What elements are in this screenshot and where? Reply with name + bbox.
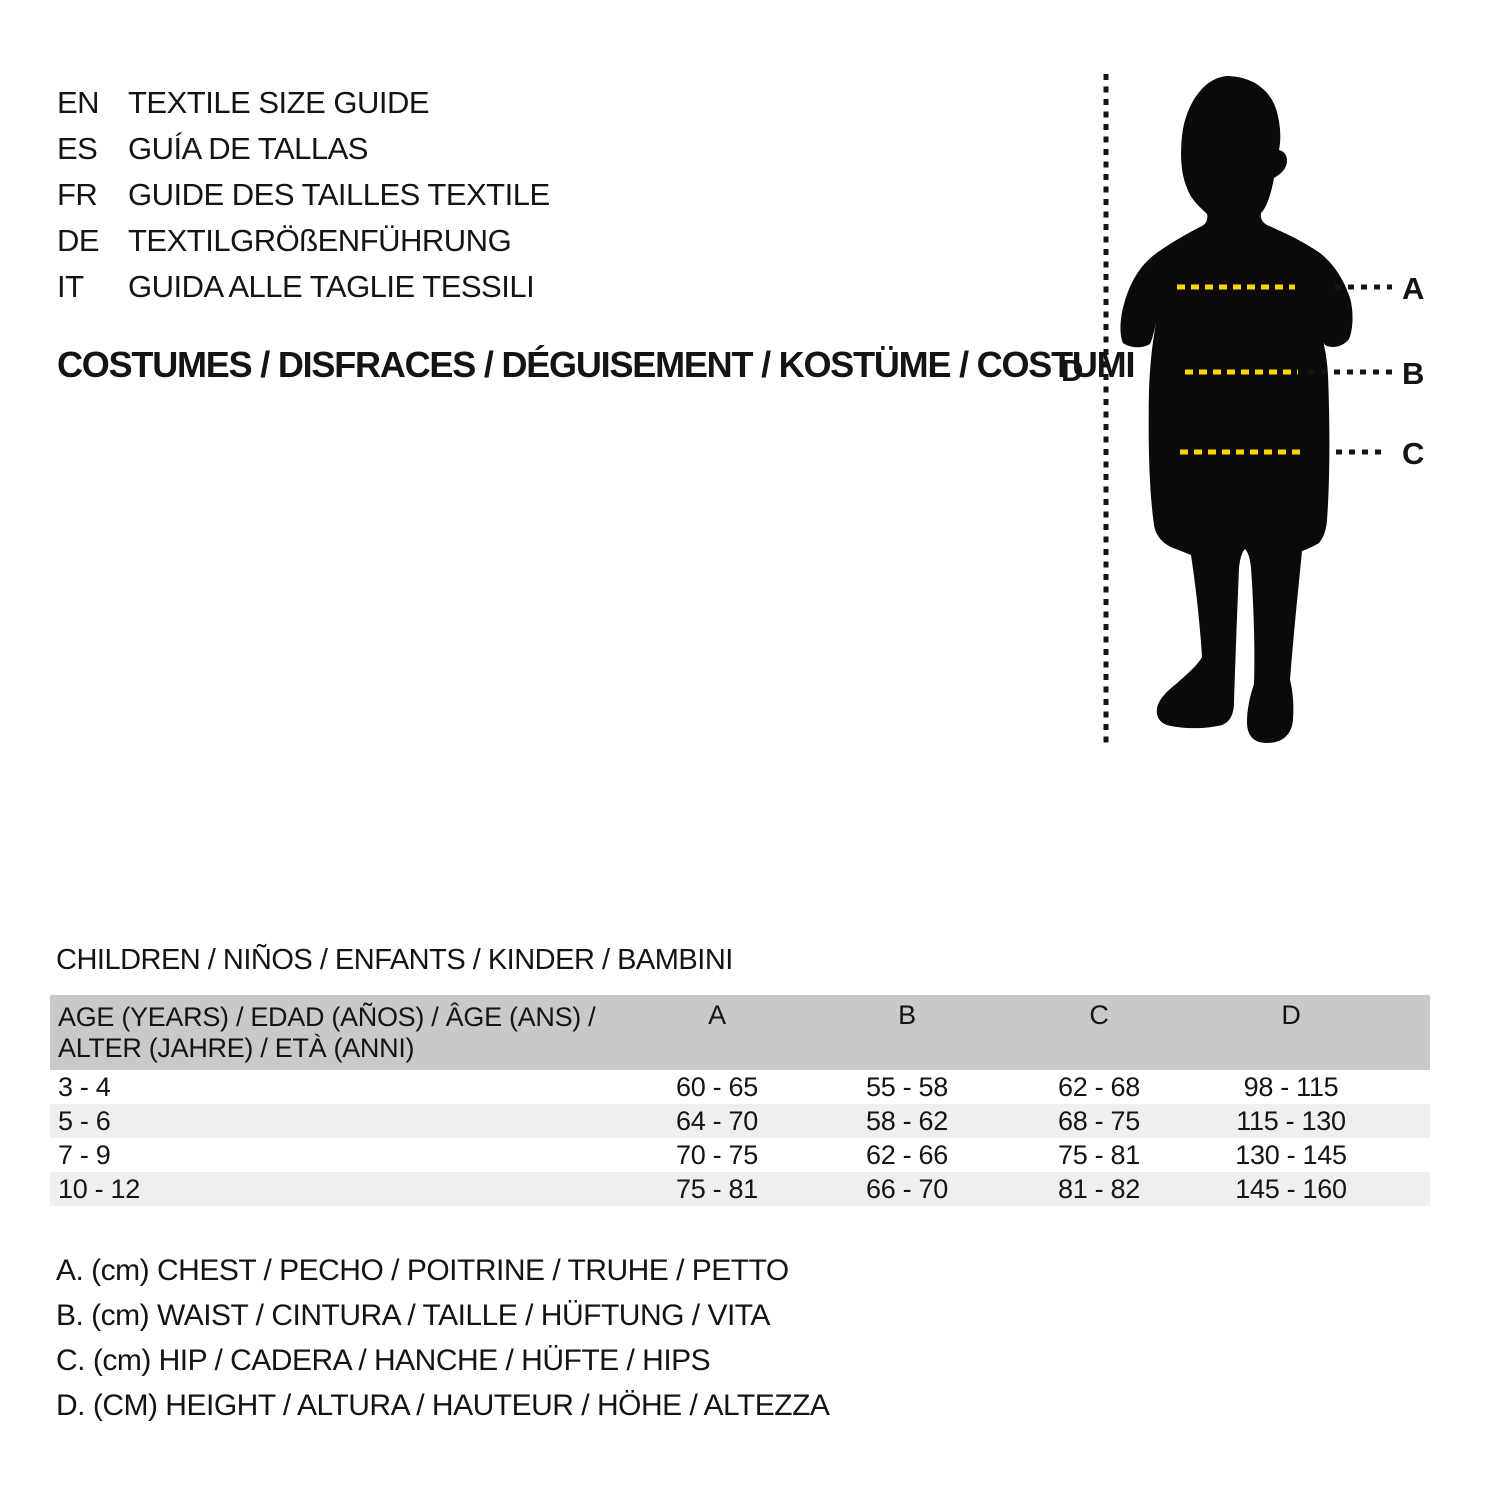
table-row: 5 - 6 64 - 70 58 - 62 68 - 75 115 - 130: [50, 1104, 1430, 1138]
language-row-en: EN TEXTILE SIZE GUIDE: [57, 80, 550, 126]
height-cell: 130 - 145: [1235, 1139, 1347, 1170]
language-code: DE: [57, 223, 100, 258]
legend-line-c: C. (cm) HIP / CADERA / HANCHE / HÜFTE / …: [56, 1344, 711, 1377]
hip-cell: 68 - 75: [1002, 1104, 1196, 1138]
language-row-de: DE TEXTILGRÖßENFÜHRUNG: [57, 218, 550, 264]
hip-cell: 75 - 81: [1058, 1139, 1140, 1170]
waist-cell: 66 - 70: [812, 1172, 1002, 1206]
filler-cell: [1386, 1138, 1430, 1172]
size-table-title: CHILDREN / NIÑOS / ENFANTS / KINDER / BA…: [56, 944, 733, 976]
age-cell: 3 - 4: [58, 1071, 111, 1102]
filler-cell: [1386, 1070, 1430, 1104]
waist-cell: 58 - 62: [812, 1104, 1002, 1138]
table-row: 3 - 4 60 - 65 55 - 58 62 - 68 98 - 115: [50, 1070, 1430, 1104]
marker-c-label: C: [1402, 436, 1424, 471]
table-row: 7 - 9 70 - 75 62 - 66 75 - 81 130 - 145: [50, 1138, 1430, 1172]
age-header-line1: AGE (YEARS) / EDAD (AÑOS) / ÂGE (ANS) /: [58, 1001, 596, 1032]
column-header-a: A: [622, 995, 812, 1070]
chest-cell: 70 - 75: [676, 1139, 758, 1170]
filler-cell: [1386, 1104, 1430, 1138]
marker-b-label: B: [1402, 356, 1424, 391]
language-row-fr: FR GUIDE DES TAILLES TEXTILE: [57, 172, 550, 218]
hip-cell: 62 - 68: [1058, 1071, 1140, 1102]
language-code: IT: [57, 269, 84, 304]
hip-cell: 81 - 82: [1002, 1172, 1196, 1206]
language-label: GUIDE DES TAILLES TEXTILE: [128, 177, 550, 212]
age-cell: 7 - 9: [58, 1139, 111, 1170]
language-code: ES: [57, 131, 98, 166]
age-cell: 5 - 6: [50, 1104, 622, 1138]
marker-d-label: D: [1061, 353, 1083, 388]
legend-line-a: A. (cm) CHEST / PECHO / POITRINE / TRUHE…: [56, 1254, 789, 1287]
legend-line-b: B. (cm) WAIST / CINTURA / TAILLE / HÜFTU…: [56, 1299, 770, 1332]
language-code: FR: [57, 177, 98, 212]
size-figure-svg: A B C D: [1061, 74, 1424, 746]
height-cell: 145 - 160: [1196, 1172, 1386, 1206]
table-row: 10 - 12 75 - 81 66 - 70 81 - 82 145 - 16…: [50, 1172, 1430, 1206]
waist-cell: 55 - 58: [866, 1071, 948, 1102]
height-cell: 115 - 130: [1196, 1104, 1386, 1138]
size-table-header-row: AGE (YEARS) / EDAD (AÑOS) / ÂGE (ANS) / …: [50, 995, 1430, 1070]
language-row-es: ES GUÍA DE TALLAS: [57, 126, 550, 172]
language-label: GUÍA DE TALLAS: [128, 131, 368, 166]
header-filler-cell: [1386, 995, 1430, 1070]
chest-cell: 60 - 65: [676, 1071, 758, 1102]
language-label: GUIDA ALLE TAGLIE TESSILI: [128, 269, 535, 304]
column-header-b: B: [812, 995, 1002, 1070]
child-silhouette-icon: [1120, 76, 1353, 743]
height-cell: 98 - 115: [1243, 1071, 1339, 1102]
language-row-it: IT GUIDA ALLE TAGLIE TESSILI: [57, 264, 550, 310]
marker-a-label: A: [1402, 271, 1424, 306]
column-header-c: C: [1002, 995, 1196, 1070]
chest-cell: 75 - 81: [622, 1172, 812, 1206]
category-title: COSTUMES / DISFRACES / DÉGUISEMENT / KOS…: [57, 344, 1135, 385]
size-figure-diagram: A B C D: [1040, 60, 1470, 760]
chest-cell: 64 - 70: [622, 1104, 812, 1138]
size-table: AGE (YEARS) / EDAD (AÑOS) / ÂGE (ANS) / …: [50, 995, 1430, 1206]
measurement-legend: A. (cm) CHEST / PECHO / POITRINE / TRUHE…: [56, 1248, 830, 1428]
filler-cell: [1386, 1172, 1430, 1206]
age-header-line2: ALTER (JAHRE) / ETÀ (ANNI): [58, 1032, 415, 1063]
column-header-d: D: [1196, 995, 1386, 1070]
language-label: TEXTILE SIZE GUIDE: [128, 85, 430, 120]
language-list: EN TEXTILE SIZE GUIDE ES GUÍA DE TALLAS FR…: [57, 80, 550, 310]
age-cell: 10 - 12: [50, 1172, 622, 1206]
age-column-header: AGE (YEARS) / EDAD (AÑOS) / ÂGE (ANS) / …: [50, 995, 622, 1070]
language-label: TEXTILGRÖßENFÜHRUNG: [128, 223, 512, 258]
legend-line-d: D. (CM) HEIGHT / ALTURA / HAUTEUR / HÖHE…: [56, 1389, 830, 1422]
language-code: EN: [57, 85, 100, 120]
waist-cell: 62 - 66: [866, 1139, 948, 1170]
